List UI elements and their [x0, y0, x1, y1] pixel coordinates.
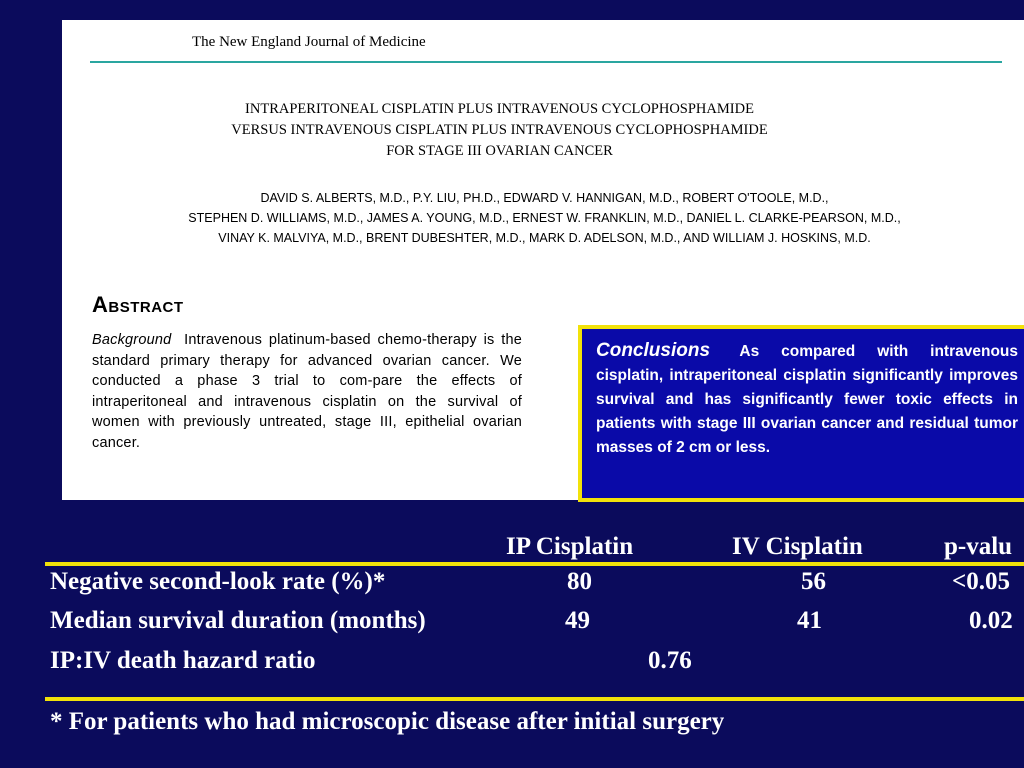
- row-label: Negative second-look rate (%)*: [50, 568, 386, 595]
- table-bottom-rule: [45, 697, 1024, 701]
- title-line: INTRAPERITONEAL CISPLATIN PLUS INTRAVENO…: [245, 101, 754, 117]
- author-line: DAVID S. ALBERTS, M.D., P.Y. LIU, PH.D.,…: [260, 191, 829, 205]
- author-line: VINAY K. MALVIYA, M.D., BRENT DUBESHTER,…: [218, 231, 871, 245]
- p-value: 0.02: [969, 607, 1013, 634]
- header-p-value: p-valu: [944, 533, 1013, 560]
- background-label: Background: [92, 332, 172, 348]
- abstract-heading: Abstract: [92, 292, 184, 317]
- ip-value: 49: [565, 607, 590, 634]
- iv-value: 56: [801, 568, 826, 595]
- title-line: VERSUS INTRAVENOUS CISPLATIN PLUS INTRAV…: [231, 122, 768, 138]
- author-line: STEPHEN D. WILLIAMS, M.D., JAMES A. YOUN…: [188, 211, 901, 225]
- conclusions-box: Conclusions As compared with intravenous…: [578, 325, 1024, 502]
- iv-value: 41: [797, 607, 822, 634]
- header-iv-cisplatin: IV Cisplatin: [732, 533, 863, 560]
- title-line: FOR STAGE III OVARIAN CANCER: [386, 143, 613, 159]
- table-top-rule: [45, 562, 1024, 566]
- author-list: DAVID S. ALBERTS, M.D., P.Y. LIU, PH.D.,…: [62, 188, 1024, 248]
- conclusions-body: As compared with intravenous cisplatin, …: [596, 343, 1018, 456]
- hazard-ratio-value: 0.76: [648, 647, 692, 674]
- background-body: Intravenous platinum-based chemo-therapy…: [92, 332, 522, 451]
- journal-page: The New England Journal of Medicine INTR…: [62, 20, 1024, 500]
- abstract-background: Background Intravenous platinum-based ch…: [92, 330, 522, 453]
- conclusions-label: Conclusions: [596, 340, 711, 361]
- journal-name: The New England Journal of Medicine: [192, 34, 426, 50]
- row-label: IP:IV death hazard ratio: [50, 647, 316, 674]
- article-title: INTRAPERITONEAL CISPLATIN PLUS INTRAVENO…: [62, 99, 937, 162]
- row-label: Median survival duration (months): [50, 607, 426, 634]
- journal-divider: [90, 61, 1002, 63]
- p-value: <0.05: [952, 568, 1010, 595]
- footnote: * For patients who had microscopic disea…: [50, 708, 725, 735]
- ip-value: 80: [567, 568, 592, 595]
- header-ip-cisplatin: IP Cisplatin: [506, 533, 634, 560]
